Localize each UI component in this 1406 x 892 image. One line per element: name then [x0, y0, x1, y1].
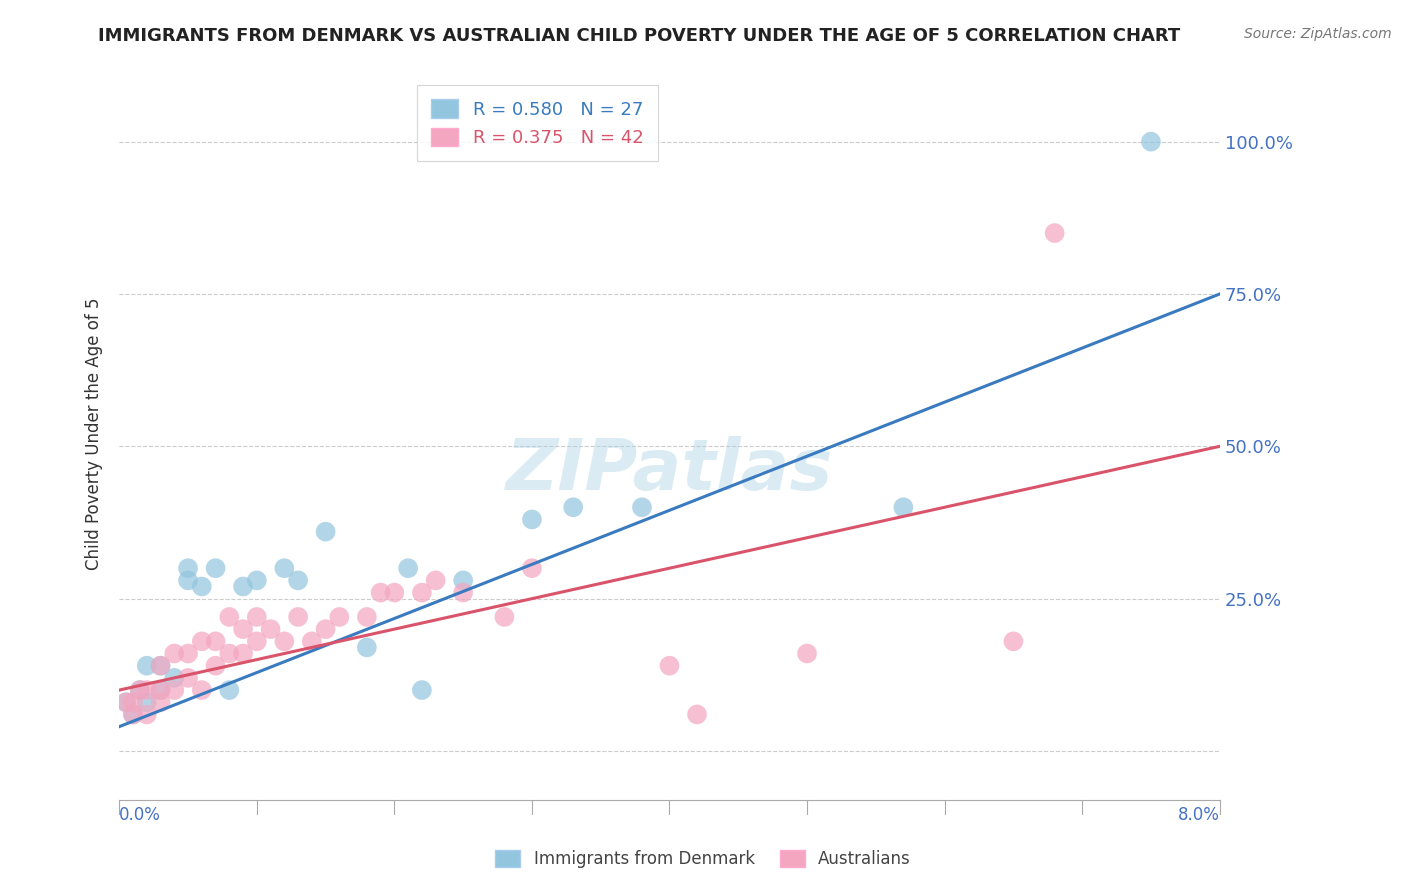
- Point: [122, 707, 145, 722]
- Point: [177, 561, 200, 575]
- Point: [301, 634, 323, 648]
- Point: [135, 707, 157, 722]
- Point: [520, 561, 543, 575]
- Text: 8.0%: 8.0%: [1178, 805, 1220, 824]
- Point: [218, 683, 240, 698]
- Point: [315, 524, 337, 539]
- Point: [451, 574, 474, 588]
- Point: [149, 658, 172, 673]
- Point: [129, 683, 152, 698]
- Point: [1043, 226, 1066, 240]
- Point: [149, 658, 172, 673]
- Y-axis label: Child Poverty Under the Age of 5: Child Poverty Under the Age of 5: [86, 298, 103, 570]
- Point: [328, 610, 350, 624]
- Point: [246, 634, 269, 648]
- Point: [135, 695, 157, 709]
- Point: [135, 683, 157, 698]
- Point: [149, 683, 172, 698]
- Point: [191, 634, 214, 648]
- Point: [315, 622, 337, 636]
- Point: [218, 647, 240, 661]
- Point: [191, 683, 214, 698]
- Point: [232, 622, 254, 636]
- Point: [232, 579, 254, 593]
- Legend: Immigrants from Denmark, Australians: Immigrants from Denmark, Australians: [488, 843, 918, 875]
- Point: [115, 695, 138, 709]
- Point: [177, 574, 200, 588]
- Point: [204, 634, 226, 648]
- Point: [425, 574, 447, 588]
- Point: [273, 634, 295, 648]
- Point: [396, 561, 419, 575]
- Point: [115, 695, 138, 709]
- Point: [631, 500, 654, 515]
- Point: [384, 585, 406, 599]
- Point: [129, 683, 152, 698]
- Text: 0.0%: 0.0%: [120, 805, 162, 824]
- Point: [796, 647, 818, 661]
- Point: [891, 500, 914, 515]
- Point: [356, 640, 378, 655]
- Point: [658, 658, 681, 673]
- Point: [520, 512, 543, 526]
- Point: [232, 647, 254, 661]
- Point: [204, 658, 226, 673]
- Point: [177, 671, 200, 685]
- Point: [356, 610, 378, 624]
- Point: [246, 610, 269, 624]
- Text: Source: ZipAtlas.com: Source: ZipAtlas.com: [1244, 27, 1392, 41]
- Point: [686, 707, 709, 722]
- Point: [246, 574, 269, 588]
- Point: [177, 647, 200, 661]
- Point: [122, 695, 145, 709]
- Point: [273, 561, 295, 575]
- Point: [287, 610, 309, 624]
- Point: [163, 683, 186, 698]
- Point: [1140, 135, 1163, 149]
- Point: [149, 695, 172, 709]
- Point: [191, 579, 214, 593]
- Point: [218, 610, 240, 624]
- Text: ZIPatlas: ZIPatlas: [506, 436, 834, 505]
- Legend: R = 0.580   N = 27, R = 0.375   N = 42: R = 0.580 N = 27, R = 0.375 N = 42: [416, 85, 658, 161]
- Point: [149, 683, 172, 698]
- Point: [451, 585, 474, 599]
- Point: [204, 561, 226, 575]
- Point: [370, 585, 392, 599]
- Point: [287, 574, 309, 588]
- Point: [135, 658, 157, 673]
- Point: [562, 500, 585, 515]
- Point: [122, 707, 145, 722]
- Point: [259, 622, 281, 636]
- Point: [163, 671, 186, 685]
- Point: [411, 683, 433, 698]
- Text: IMMIGRANTS FROM DENMARK VS AUSTRALIAN CHILD POVERTY UNDER THE AGE OF 5 CORRELATI: IMMIGRANTS FROM DENMARK VS AUSTRALIAN CH…: [98, 27, 1181, 45]
- Point: [494, 610, 516, 624]
- Point: [411, 585, 433, 599]
- Point: [163, 647, 186, 661]
- Point: [1002, 634, 1025, 648]
